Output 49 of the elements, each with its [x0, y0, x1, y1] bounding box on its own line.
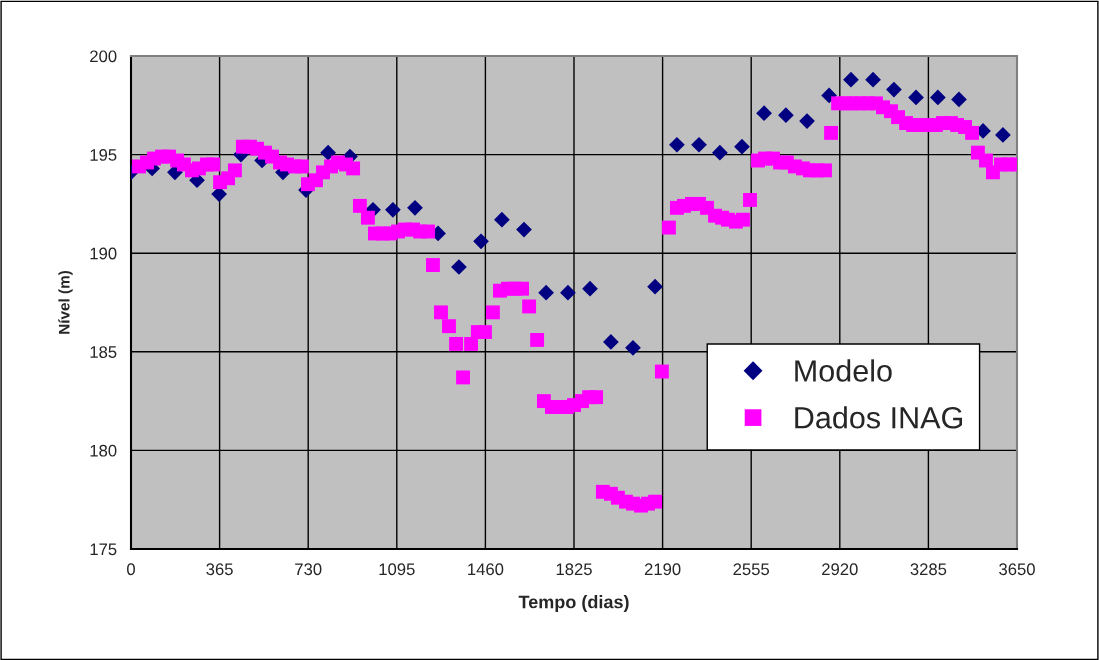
point	[320, 144, 336, 161]
point	[930, 89, 946, 106]
point	[712, 144, 728, 161]
point	[995, 127, 1011, 143]
point	[756, 105, 772, 122]
point	[473, 233, 489, 250]
point	[821, 87, 837, 104]
point	[843, 71, 859, 88]
y-tick-label: 175	[90, 543, 117, 556]
point	[799, 113, 815, 129]
point	[385, 201, 401, 218]
point	[625, 340, 641, 356]
point	[734, 138, 750, 155]
x-tick-label: 2920	[822, 563, 858, 576]
x-tick-label: 3285	[910, 563, 947, 576]
x-tick-label: 1825	[556, 563, 592, 576]
point	[582, 280, 598, 297]
y-tick-label: 185	[90, 346, 117, 358]
x-tick-label: 365	[206, 563, 233, 576]
point	[494, 211, 510, 228]
legend-label: Modelo	[795, 359, 892, 382]
point	[669, 136, 685, 153]
point	[560, 284, 576, 301]
point	[951, 91, 967, 108]
point	[647, 278, 663, 295]
legend-label: Dados INAG	[795, 406, 963, 429]
y-tick-label: 195	[90, 149, 117, 161]
x-tick-label: 0	[127, 563, 135, 576]
x-tick-label: 3650	[999, 563, 1035, 576]
point	[886, 81, 902, 98]
x-tick-label: 2555	[733, 563, 770, 576]
x-tick-label: 1095	[379, 563, 415, 576]
x-tick-label: 730	[295, 563, 322, 576]
y-tick-label: 180	[90, 444, 117, 457]
point	[516, 221, 532, 238]
y-axis-title: Nível (m)	[58, 271, 73, 334]
point	[865, 71, 881, 88]
x-axis-title: Tempo (dias)	[518, 595, 629, 612]
point	[908, 89, 924, 106]
point	[603, 334, 619, 350]
x-tick-label: 2190	[644, 563, 681, 576]
point	[451, 259, 467, 275]
point	[691, 136, 707, 153]
point	[538, 284, 554, 301]
point	[407, 199, 423, 216]
y-tick-label: 190	[90, 247, 117, 260]
x-tick-label: 1460	[468, 563, 504, 576]
y-tick-label: 200	[90, 50, 117, 63]
point	[778, 107, 794, 124]
